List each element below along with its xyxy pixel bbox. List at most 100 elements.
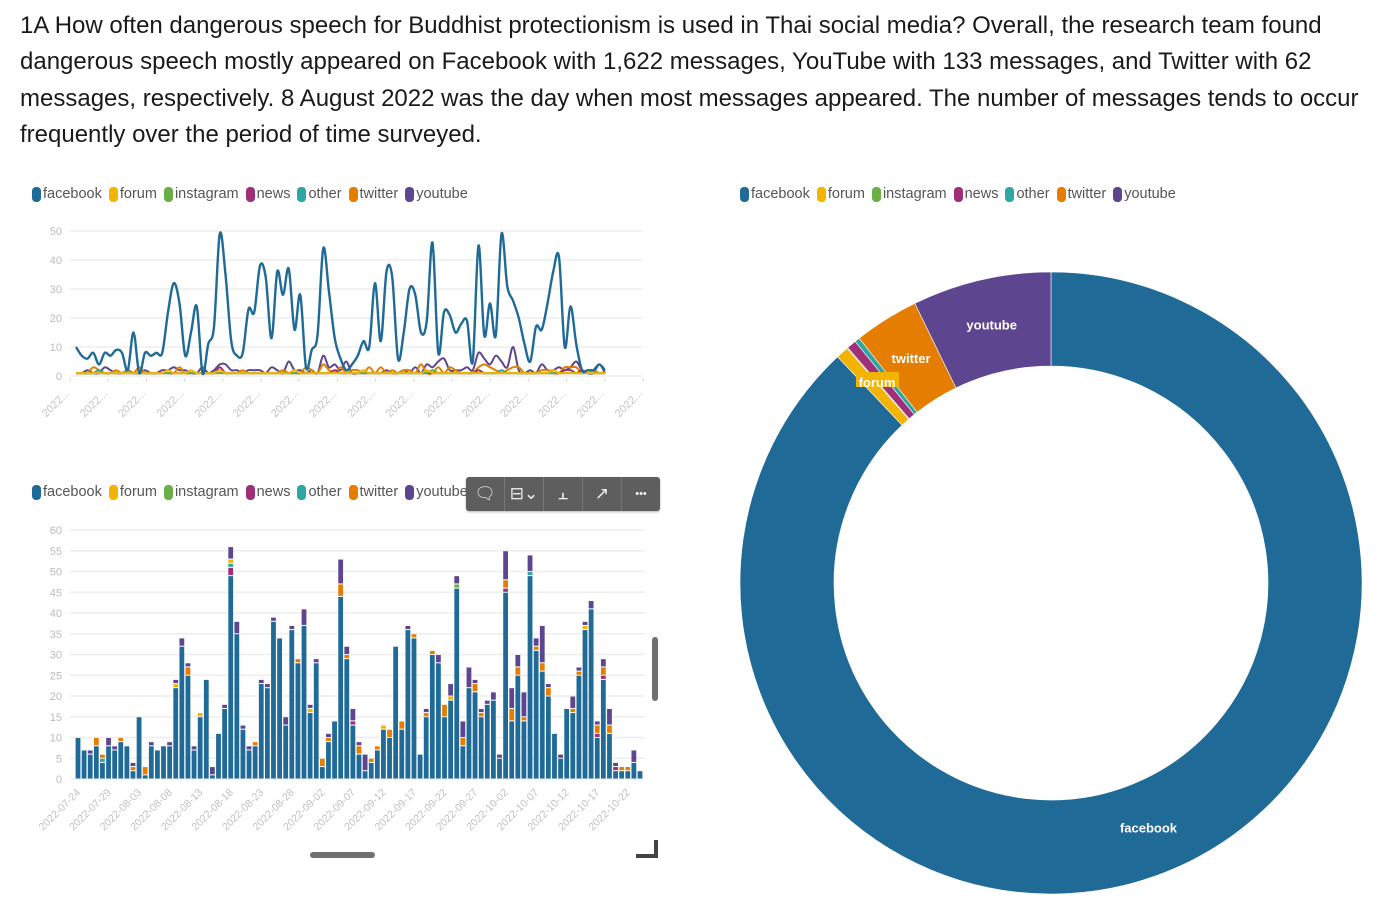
layout-icon[interactable]: ⊟⌄: [505, 477, 544, 511]
legend-item-other[interactable]: other: [297, 186, 342, 202]
legend-item-forum[interactable]: forum: [108, 484, 157, 500]
legend-label: youtube: [416, 484, 468, 500]
bar-segment-youtube: [600, 659, 606, 667]
bar-segment-facebook: [527, 576, 533, 779]
bar-segment-twitter: [356, 746, 362, 754]
bar-segment-twitter: [625, 767, 631, 771]
legend-swatch: [32, 186, 41, 202]
bar-segment-youtube: [246, 746, 252, 750]
bar-segment-facebook: [179, 646, 185, 779]
bar-segment-youtube: [271, 617, 276, 621]
bar-segment-youtube: [167, 742, 173, 746]
y-tick-label: 60: [50, 525, 62, 537]
bar-segment-youtube: [582, 621, 588, 625]
legend-item-news[interactable]: news: [953, 186, 998, 202]
legend-item-forum[interactable]: forum: [108, 186, 157, 202]
bar-segment-facebook: [490, 700, 496, 779]
legend-item-youtube[interactable]: youtube: [405, 484, 468, 500]
bar-segment-facebook: [381, 729, 386, 779]
y-tick-label: 0: [56, 371, 62, 383]
bar-segment-youtube: [283, 717, 289, 725]
bar-segment-facebook: [509, 721, 515, 779]
legend-item-youtube[interactable]: youtube: [405, 186, 468, 202]
bar-segment-news: [503, 588, 509, 592]
bar-segment-forum: [582, 625, 588, 630]
bar-segment-facebook: [264, 688, 270, 779]
donut-slice-other: [854, 337, 918, 415]
bar-segment-facebook: [191, 750, 197, 779]
bar-segment-youtube: [405, 625, 411, 630]
x-tick-label: 2022...: [269, 388, 301, 420]
y-tick-label: 10: [50, 342, 62, 354]
bar-segment-twitter: [185, 667, 191, 675]
bar-segment-twitter: [326, 738, 331, 742]
bar-segment-news: [600, 675, 606, 679]
bar-segment-youtube: [460, 721, 466, 737]
bar-segment-youtube: [362, 754, 368, 771]
bar-segment-facebook: [625, 771, 631, 779]
legend-item-forum[interactable]: forum: [816, 186, 865, 202]
legend-label: youtube: [416, 186, 468, 202]
more-icon[interactable]: •••: [635, 488, 647, 500]
legend-item-facebook[interactable]: facebook: [740, 186, 810, 202]
legend-item-news[interactable]: news: [245, 484, 290, 500]
horizontal-scrollbar[interactable]: [310, 852, 375, 858]
legend-item-facebook[interactable]: facebook: [32, 186, 102, 202]
bar-segment-twitter: [399, 721, 405, 729]
legend-item-instagram[interactable]: instagram: [163, 484, 239, 500]
bar-segment-youtube: [173, 679, 179, 684]
bar-segment-youtube: [179, 638, 185, 646]
bar-segment-facebook: [588, 609, 594, 779]
bar-segment-twitter: [295, 659, 301, 663]
y-tick-label: 25: [50, 670, 62, 682]
bar-segment-facebook: [484, 704, 490, 779]
bar-segment-twitter: [576, 671, 582, 675]
bar-segment-facebook: [142, 775, 148, 779]
bar-segment-twitter: [423, 713, 429, 717]
bar-segment-facebook: [118, 742, 124, 779]
pin-icon[interactable]: ⫠: [544, 477, 583, 511]
legend-label: forum: [119, 484, 157, 500]
bar-segment-twitter: [594, 725, 600, 733]
legend-item-other[interactable]: other: [1005, 186, 1050, 202]
bar-segment-twitter: [533, 646, 539, 650]
bar-segment-forum: [381, 725, 386, 729]
bar-segment-youtube: [148, 742, 154, 746]
donut-chart-legend: facebook forum instagram news other twitter yo…: [740, 186, 1176, 202]
comment-icon[interactable]: 🗨: [466, 477, 505, 511]
legend-swatch: [1005, 186, 1015, 202]
vertical-scrollbar[interactable]: [652, 637, 658, 701]
legend-label: other: [1016, 186, 1050, 202]
bar-segment-facebook: [148, 746, 154, 779]
legend-swatch: [816, 186, 826, 202]
bar-segment-facebook: [228, 576, 234, 779]
y-tick-label: 50: [50, 567, 62, 579]
legend-item-twitter[interactable]: twitter: [348, 186, 398, 202]
bar-segment-facebook: [619, 771, 625, 779]
x-tick-label: 2022...: [116, 388, 148, 420]
bar-segment-facebook: [209, 775, 215, 779]
expand-arrow-icon[interactable]: ↗: [583, 477, 622, 511]
resize-handle-icon[interactable]: [636, 840, 658, 858]
legend-item-instagram[interactable]: instagram: [871, 186, 947, 202]
bar-segment-facebook: [216, 733, 221, 779]
legend-item-facebook[interactable]: facebook: [32, 484, 102, 500]
legend-item-other[interactable]: other: [297, 484, 342, 500]
legend-item-instagram[interactable]: instagram: [163, 186, 239, 202]
bar-segment-youtube: [466, 667, 472, 688]
bar-segment-facebook: [393, 646, 399, 779]
donut-slice-instagram: [846, 347, 910, 420]
legend-item-twitter[interactable]: twitter: [1056, 186, 1106, 202]
bar-segment-facebook: [313, 663, 319, 779]
legend-item-youtube[interactable]: youtube: [1113, 186, 1176, 202]
legend-swatch: [1113, 186, 1123, 202]
bar-segment-news: [594, 733, 600, 737]
bar-segment-youtube: [240, 725, 246, 729]
legend-swatch: [297, 484, 307, 500]
bar-segment-facebook: [582, 630, 588, 779]
x-tick-label: 2022...: [231, 388, 263, 420]
legend-item-twitter[interactable]: twitter: [348, 484, 398, 500]
legend-swatch: [245, 186, 255, 202]
legend-item-news[interactable]: news: [245, 186, 290, 202]
x-tick-label: 2022...: [78, 388, 110, 420]
